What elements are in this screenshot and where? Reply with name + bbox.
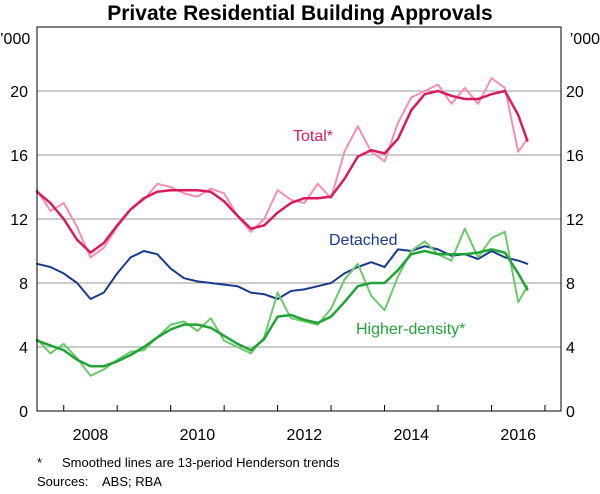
y-tick-label-right: 0	[566, 404, 575, 421]
y-tick-label-left: 16	[10, 148, 28, 165]
series-total-trend	[35, 89, 529, 254]
y-tick-label-left: 4	[19, 340, 28, 357]
series-total-monthly	[36, 77, 529, 259]
x-tick-label: 2014	[393, 427, 429, 444]
y-unit-left: ’000	[0, 31, 30, 48]
series-label-total: Total*	[293, 128, 333, 145]
gridlines	[37, 90, 561, 348]
y-tick-label-left: 20	[10, 84, 28, 101]
y-unit-right: ’000	[570, 31, 600, 48]
x-tick-label: 2008	[73, 427, 109, 444]
series-label-detached: Detached	[329, 232, 398, 249]
y-tick-label-left: 0	[19, 404, 28, 421]
series-higher-density-monthly	[36, 227, 529, 377]
x-tick-label: 2010	[180, 427, 216, 444]
x-tick-label: 2016	[500, 427, 536, 444]
sources-label: Sources:	[37, 474, 89, 489]
series-lines	[35, 77, 529, 377]
y-tick-label-left: 12	[10, 212, 28, 229]
plot-frame	[36, 26, 562, 412]
y-tick-label-right: 20	[566, 84, 584, 101]
y-tick-label-right: 8	[566, 276, 575, 293]
footnote-text: Smoothed lines are 13-period Henderson t…	[62, 455, 340, 470]
sources-text: ABS; RBA	[102, 474, 162, 489]
series-higher-density-trend	[35, 248, 529, 368]
footnote: * Smoothed lines are 13-period Henderson …	[37, 455, 340, 471]
footnote-mark: *	[37, 455, 43, 470]
y-tick-label-right: 12	[566, 212, 584, 229]
series-label-higher-density: Higher-density*	[356, 321, 465, 338]
chart-title: Private Residential Building Approvals	[107, 2, 493, 25]
x-tick-label: 2012	[287, 427, 323, 444]
axis-ticks: 0 0 4 4 8 8 12 12 16 16 20 20 2008 2010 2012 2014 2016	[10, 84, 584, 444]
y-tick-label-right: 16	[566, 148, 584, 165]
sources: Sources: ABS; RBA	[37, 474, 162, 490]
y-tick-label-right: 4	[566, 340, 575, 357]
y-tick-label-left: 8	[19, 276, 28, 293]
